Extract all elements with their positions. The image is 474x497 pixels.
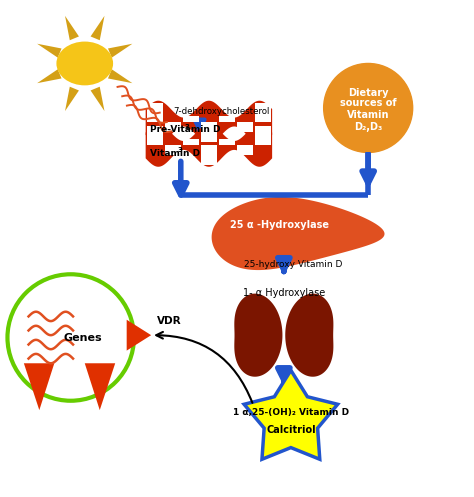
Text: Dietary: Dietary: [348, 87, 388, 97]
Polygon shape: [146, 124, 272, 167]
Text: 7-dehdroxycholesterol: 7-dehdroxycholesterol: [174, 107, 270, 116]
Polygon shape: [255, 103, 271, 122]
Polygon shape: [255, 126, 271, 146]
Polygon shape: [201, 146, 217, 166]
Polygon shape: [65, 16, 79, 40]
Polygon shape: [219, 116, 235, 122]
Polygon shape: [211, 197, 384, 270]
Text: 3: 3: [177, 148, 182, 154]
Polygon shape: [91, 16, 104, 40]
Circle shape: [8, 274, 134, 401]
Text: Genes: Genes: [63, 332, 102, 342]
Polygon shape: [146, 101, 272, 143]
Polygon shape: [237, 146, 253, 155]
Circle shape: [324, 64, 413, 153]
Polygon shape: [146, 126, 163, 146]
Polygon shape: [244, 370, 337, 459]
Polygon shape: [146, 103, 163, 122]
Text: 1- α Hydroxylase: 1- α Hydroxylase: [243, 288, 325, 298]
Ellipse shape: [56, 42, 113, 85]
Polygon shape: [237, 122, 253, 132]
Polygon shape: [219, 139, 235, 146]
Polygon shape: [108, 44, 132, 58]
Polygon shape: [164, 122, 181, 132]
Text: 1 α,25-(OH)₂ Vitamin D: 1 α,25-(OH)₂ Vitamin D: [233, 408, 349, 417]
Polygon shape: [85, 363, 115, 410]
Polygon shape: [183, 116, 199, 122]
Text: 3: 3: [184, 124, 190, 130]
Text: D₂,D₃: D₂,D₃: [354, 122, 383, 132]
Polygon shape: [24, 363, 55, 410]
Polygon shape: [127, 320, 151, 350]
Text: Pre-Vitamin D: Pre-Vitamin D: [150, 125, 221, 134]
Polygon shape: [108, 69, 132, 83]
Polygon shape: [164, 146, 181, 155]
Text: sources of: sources of: [340, 98, 396, 108]
Text: 25-hydroxy Vitamin D: 25-hydroxy Vitamin D: [244, 260, 342, 269]
Polygon shape: [91, 86, 104, 111]
Text: Vitamin: Vitamin: [347, 110, 390, 120]
Polygon shape: [234, 294, 283, 377]
Polygon shape: [183, 139, 199, 146]
Polygon shape: [201, 122, 217, 142]
Polygon shape: [285, 294, 333, 377]
Text: 25 α -Hydroxylase: 25 α -Hydroxylase: [230, 220, 328, 230]
Polygon shape: [37, 69, 62, 83]
Polygon shape: [65, 86, 79, 111]
Text: Calcitriol: Calcitriol: [266, 425, 316, 435]
Text: VDR: VDR: [157, 316, 182, 326]
Polygon shape: [37, 44, 62, 58]
Text: Vitamin D: Vitamin D: [150, 149, 201, 158]
